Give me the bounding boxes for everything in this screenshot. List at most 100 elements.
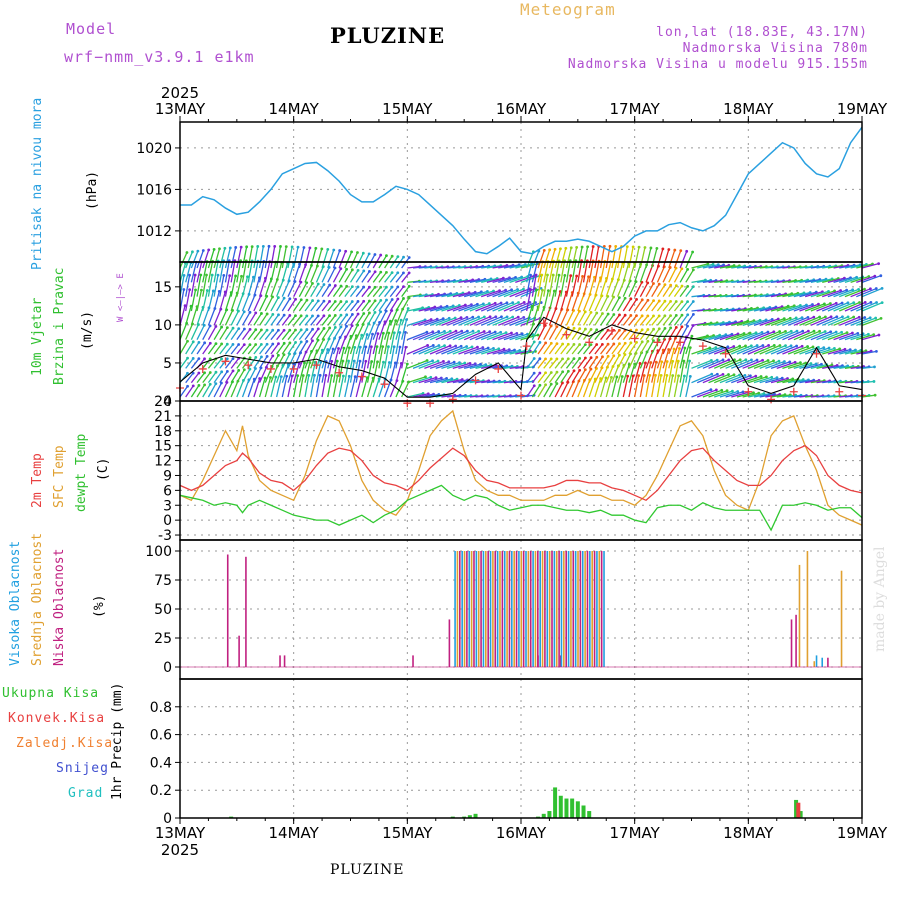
wind-arrowhead xyxy=(652,339,655,343)
wind-arrow xyxy=(498,332,518,341)
wind-arrowhead xyxy=(538,357,542,361)
wind-arrow xyxy=(679,314,689,326)
wind-arrow xyxy=(310,248,317,269)
wind-arrow xyxy=(372,322,381,340)
wind-arrow xyxy=(679,347,686,369)
wind-arrow xyxy=(395,319,402,340)
wind-arrow xyxy=(219,343,228,355)
wind-arrow xyxy=(401,308,409,326)
wind-arrowhead xyxy=(271,342,275,346)
wind-arrow xyxy=(327,249,335,269)
wind-arrow xyxy=(736,265,751,269)
wind-arrow xyxy=(185,358,194,369)
wind-arrow xyxy=(190,358,200,369)
wind-arrow xyxy=(253,246,259,269)
wind-arrow xyxy=(799,346,819,355)
wind-arrow xyxy=(611,365,620,383)
wind-arrow xyxy=(498,288,518,298)
wind-arrow xyxy=(765,318,785,326)
wind-arrow xyxy=(480,302,502,312)
wind-arrowhead xyxy=(736,390,740,393)
wind-arrowhead xyxy=(477,315,480,319)
wind-arrow xyxy=(247,277,255,297)
wind-arrow xyxy=(594,295,603,312)
precip-bar-total_precip xyxy=(558,795,563,818)
wind-arrow xyxy=(492,264,508,269)
wind-arrow xyxy=(793,316,815,326)
wind-arrowhead xyxy=(671,359,675,363)
wind-arrow xyxy=(389,272,399,283)
wind-arrow xyxy=(344,336,352,355)
wind-arrowhead xyxy=(843,347,847,351)
wind-arrow xyxy=(816,278,833,283)
wind-arrowhead xyxy=(381,345,385,349)
wind-arrow xyxy=(628,263,636,283)
wind-arrow xyxy=(281,280,290,297)
wind-arrow xyxy=(816,331,837,341)
wind-arrow xyxy=(344,314,353,326)
wind-arrow xyxy=(253,329,262,341)
wind-arrowhead xyxy=(551,273,555,277)
wind-arrow xyxy=(367,271,376,283)
wind-arrowhead xyxy=(405,318,408,322)
wind-arrowhead xyxy=(396,271,400,275)
wind-arrow xyxy=(594,343,603,355)
wind-arrow xyxy=(651,361,657,383)
wind-speed-marker xyxy=(522,342,531,351)
wind-arrow xyxy=(383,320,391,340)
wind-arrow xyxy=(338,268,348,283)
wind-arrowhead xyxy=(390,254,394,258)
wind-arrow xyxy=(469,331,490,341)
precip-bar-total_precip xyxy=(473,813,478,818)
wind-arrow xyxy=(224,310,234,326)
wind-arrowhead xyxy=(333,300,337,303)
wind-arrow xyxy=(321,361,327,383)
wind-arrow xyxy=(486,289,506,298)
wind-arrowhead xyxy=(580,245,584,249)
wind-arrow xyxy=(793,291,811,298)
wind-arrowhead xyxy=(311,339,314,343)
wind-arrow xyxy=(714,280,727,283)
wind-arrow xyxy=(639,315,649,326)
wind-arrow xyxy=(407,331,428,341)
wind-arrowhead xyxy=(299,298,303,302)
wind-arrow xyxy=(565,370,575,384)
wind-arrowhead xyxy=(282,341,286,345)
wind-arrowhead xyxy=(220,342,224,346)
wind-arrow xyxy=(321,338,330,355)
wind-arrow xyxy=(742,392,759,398)
wind-arrow xyxy=(844,365,859,369)
wind-arrow xyxy=(253,367,262,383)
wind-arrowhead xyxy=(538,371,542,375)
wind-arrowhead xyxy=(566,357,570,361)
wind-arrow xyxy=(355,334,363,355)
wind-arrow xyxy=(645,351,654,369)
wind-arrow xyxy=(481,380,495,384)
wind-arrowhead xyxy=(379,270,383,274)
wind-arrowhead xyxy=(186,356,189,360)
wind-arrowhead xyxy=(615,375,619,379)
wind-arrow xyxy=(367,286,376,298)
wind-arrow xyxy=(389,286,399,298)
wind-arrow xyxy=(435,378,452,384)
wind-arrow xyxy=(753,318,773,326)
wind-arrow xyxy=(424,330,445,341)
wind-arrow xyxy=(481,277,498,283)
wind-arrow xyxy=(611,262,618,283)
wind-arrow xyxy=(213,291,220,312)
wind-arrowhead xyxy=(789,344,793,348)
wind-arrowhead xyxy=(284,245,288,249)
wind-arrow xyxy=(748,307,764,312)
wind-arrow xyxy=(816,380,830,384)
wind-arrow xyxy=(543,358,552,369)
wind-arrow xyxy=(548,274,554,297)
wind-arrow xyxy=(304,283,314,297)
wind-arrowhead xyxy=(623,296,627,300)
wind-arrow xyxy=(856,263,873,269)
wind-arrowhead xyxy=(566,326,570,330)
wind-arrowhead xyxy=(652,299,655,303)
wind-arrow xyxy=(776,330,798,341)
wind-speed-marker xyxy=(630,334,639,343)
wind-arrowhead xyxy=(612,342,616,346)
wind-speed-marker xyxy=(835,387,844,396)
